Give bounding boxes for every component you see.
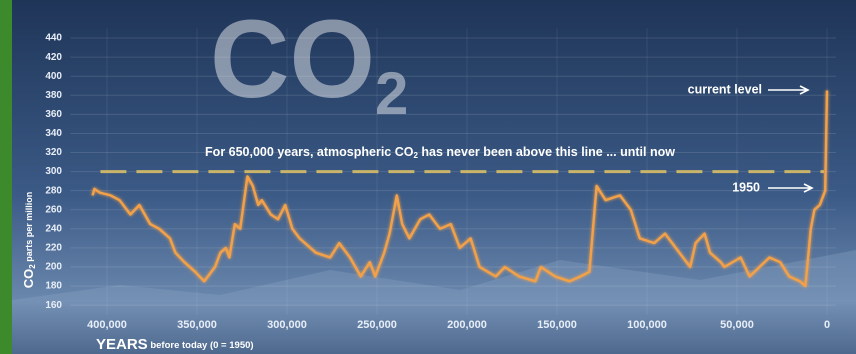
y-tick-label: 200 — [45, 262, 62, 273]
x-tick-label: 200,000 — [447, 319, 487, 331]
x-tick-label: 100,000 — [627, 319, 667, 331]
x-label-main: YEARS — [96, 336, 148, 353]
x-label-rest: before today (0 = 1950) — [148, 340, 254, 351]
callout-current: current level — [688, 82, 762, 96]
y-tick-label: 440 — [45, 33, 62, 44]
y-tick-label: 400 — [45, 71, 62, 82]
x-tick-label: 150,000 — [537, 319, 577, 331]
x-tick-label: 250,000 — [357, 319, 397, 331]
y-label-sub: 2 — [28, 264, 37, 269]
annotation-text: For 650,000 years, atmospheric CO — [205, 145, 414, 159]
y-tick-label: 300 — [45, 166, 62, 177]
y-tick-label: 240 — [45, 223, 62, 234]
green-border — [0, 0, 12, 354]
annotation-text: has never been above this line ... until… — [418, 145, 675, 159]
arrow — [768, 183, 814, 193]
iceberg-shape — [12, 250, 856, 354]
x-tick-label: 0 — [824, 319, 830, 331]
y-label-main: CO — [21, 269, 36, 289]
watermark-sub: 2 — [375, 60, 408, 127]
co2-line — [91, 90, 829, 288]
x-axis-label: YEARS before today (0 = 1950) — [96, 336, 254, 353]
x-tick-label: 350,000 — [177, 319, 217, 331]
y-tick-label: 280 — [45, 185, 62, 196]
y-tick-label: 180 — [45, 281, 62, 292]
x-tick-label: 300,000 — [267, 319, 307, 331]
x-tick-label: 50,000 — [720, 319, 754, 331]
x-tick-label: 400,000 — [87, 319, 127, 331]
y-label-rest: parts per million — [24, 192, 34, 265]
y-tick-label: 220 — [45, 243, 62, 254]
y-tick-label: 420 — [45, 52, 62, 63]
watermark-main: CO — [210, 0, 375, 121]
arrow — [768, 85, 810, 95]
watermark: CO2 — [210, 0, 408, 127]
y-tick-label: 260 — [45, 204, 62, 215]
y-tick-label: 380 — [45, 90, 62, 101]
y-tick-label: 160 — [45, 300, 62, 311]
callout-1950: 1950 — [732, 180, 760, 194]
annotation-sub: 2 — [413, 151, 418, 160]
y-tick-label: 340 — [45, 128, 62, 139]
y-axis-label: CO2 parts per million — [21, 192, 37, 288]
annotation: For 650,000 years, atmospheric CO2 has n… — [205, 145, 675, 160]
y-tick-label: 360 — [45, 109, 62, 120]
plot — [91, 90, 829, 288]
y-tick-label: 320 — [45, 147, 62, 158]
